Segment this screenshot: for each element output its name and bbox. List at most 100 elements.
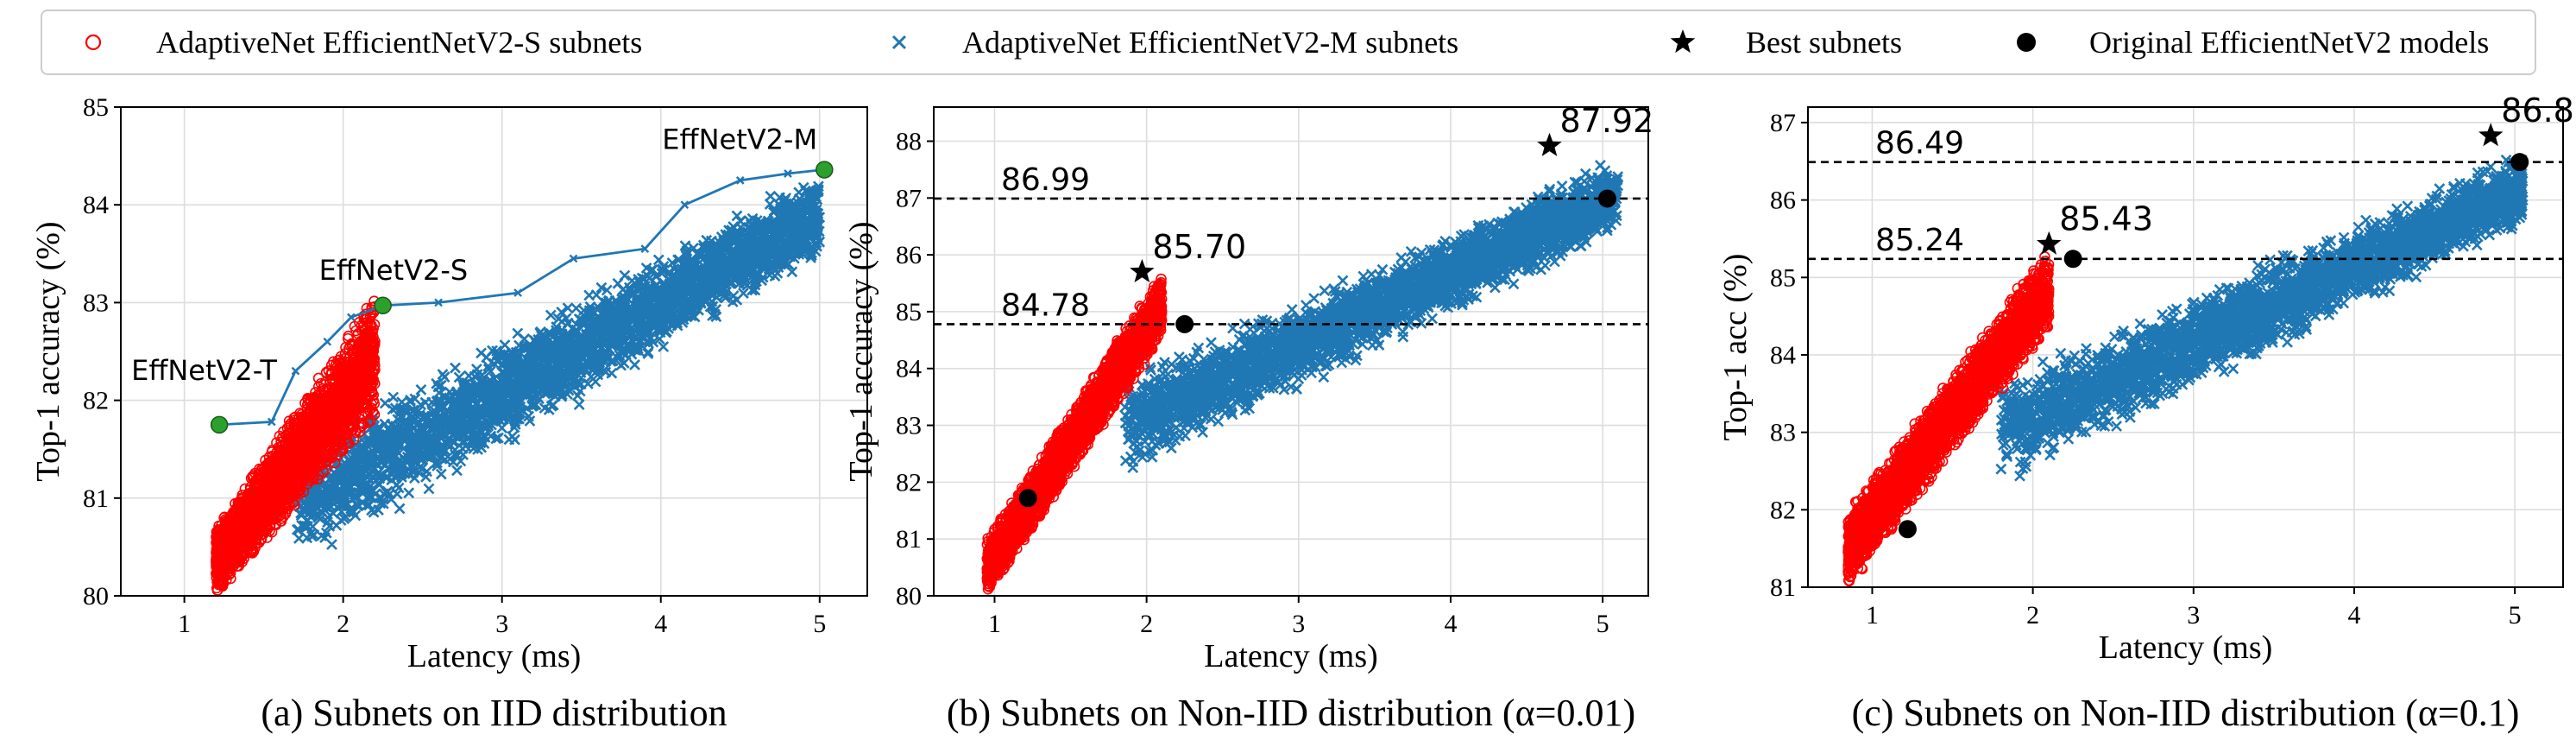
best-subnet-star: [1537, 132, 1562, 156]
original-model-marker: [1597, 189, 1616, 208]
x-tick-label: 2: [2026, 601, 2039, 630]
y-tick-label: 80: [83, 582, 109, 611]
frontier-point: [735, 176, 745, 185]
y-tick-label: 83: [83, 288, 109, 317]
original-model-marker: [816, 161, 834, 179]
x-tick-label: 2: [337, 610, 350, 638]
best-value-label: 86.83: [2501, 92, 2576, 130]
x-tick-label: 3: [2187, 601, 2200, 630]
y-tick-label: 81: [1770, 573, 1796, 602]
original-model-marker: [374, 296, 392, 315]
threshold-label: 86.49: [1875, 126, 1964, 161]
best-value-label: 85.70: [1152, 228, 1246, 266]
y-tick-label: 83: [1770, 419, 1796, 447]
best-subnet-star: [1130, 258, 1155, 282]
s-subnet-markers: [211, 295, 381, 596]
y-tick-label: 82: [896, 468, 922, 497]
y-axis-label: Top-1 acc (%): [1717, 254, 1754, 441]
model-label: EffNetV2-T: [131, 354, 277, 387]
legend-label: AdaptiveNet EfficientNetV2-S subnets: [156, 25, 642, 60]
model-label: EffNetV2-S: [319, 254, 469, 287]
m-subnet-markers: [290, 180, 826, 550]
y-tick-label: 81: [896, 525, 922, 554]
axes-frame: [933, 106, 1649, 597]
threshold-label: 84.78: [1001, 288, 1090, 323]
x-axis-label: Latency (ms): [407, 638, 582, 674]
series-efficientnetv2-m-subnets: [1119, 159, 1624, 474]
y-tick-label: 88: [896, 127, 922, 155]
x-tick-label: 1: [988, 610, 1001, 638]
panel-caption: (b) Subnets on Non-IID distribution (α=0…: [947, 692, 1635, 734]
original-model-marker: [1175, 314, 1194, 333]
open-circle-icon: [85, 34, 102, 51]
legend-item: AdaptiveNet EfficientNetV2-M subnets: [891, 25, 1458, 60]
original-model-marker: [210, 415, 229, 434]
y-axis-label: Top-1 accuracy (%): [30, 221, 66, 481]
x-axis-label: Latency (ms): [2099, 630, 2273, 666]
threshold-label: 86.99: [1001, 162, 1090, 198]
x-tick-label: 4: [2347, 601, 2360, 630]
x-tick-label: 1: [178, 610, 191, 638]
threshold-label: 85.24: [1875, 223, 1964, 258]
series-efficientnetv2-s-subnets: [1842, 251, 2055, 587]
x-tick-label: 2: [1140, 610, 1153, 638]
model-label: EffNetV2-M: [662, 123, 817, 155]
y-tick-label: 85: [83, 93, 109, 122]
y-tick-label: 87: [1770, 109, 1796, 137]
m-subnet-markers: [1119, 159, 1624, 474]
x-tick-label: 3: [1292, 610, 1305, 638]
x-axis-label: Latency (ms): [1204, 638, 1378, 674]
y-tick-label: 84: [1770, 341, 1796, 370]
best-value-label: 85.43: [2059, 200, 2153, 238]
y-tick-label: 84: [896, 355, 922, 383]
x-tick-label: 5: [813, 610, 826, 638]
series-efficientnetv2-s-subnets: [211, 295, 381, 596]
frontier-point: [640, 244, 650, 253]
x-tick-label: 5: [1597, 610, 1609, 638]
legend-item: Original EfficientNetV2 models: [2017, 25, 2489, 60]
frontier-point: [267, 417, 276, 427]
frontier-point: [323, 337, 332, 346]
original-model-marker: [1898, 520, 1917, 539]
legend-label: Original EfficientNetV2 models: [2089, 25, 2489, 60]
legend: AdaptiveNet EfficientNetV2-S subnets Adap…: [41, 9, 2536, 75]
y-tick-label: 84: [83, 191, 109, 219]
filled-circle-icon: [2017, 33, 2036, 52]
legend-label: AdaptiveNet EfficientNetV2-M subnets: [962, 25, 1458, 60]
series-efficientnetv2-s-subnets: [981, 273, 1168, 595]
panel-caption: (a) Subnets on IID distribution: [261, 692, 727, 734]
legend-frame: [41, 9, 2536, 75]
chart-panel: 86.99 84.78 85.70 87.92 1 2 3 4 5 80 81 82 83 84 85 86 8…: [843, 102, 1653, 734]
chart-panel: 86.49 85.24 85.43 86.83 1 2 3 4 5 81 82 83 84 85 86 87 L…: [1717, 92, 2576, 734]
s-subnet-markers: [981, 273, 1168, 595]
y-tick-label: 82: [83, 387, 109, 415]
x-icon: [891, 35, 907, 50]
y-tick-label: 80: [896, 582, 922, 611]
frontier-point: [347, 313, 356, 322]
frontier-point: [291, 366, 300, 376]
x-tick-label: 3: [495, 610, 508, 638]
y-tick-label: 86: [1770, 187, 1796, 215]
frontier-point: [569, 254, 578, 263]
x-tick-label: 4: [654, 610, 667, 638]
frontier-point: [680, 200, 690, 210]
original-model-marker: [2510, 153, 2529, 172]
best-value-label: 87.92: [1559, 102, 1653, 140]
x-tick-label: 4: [1444, 610, 1457, 638]
y-axis-label: Top-1 accuracy (%): [843, 221, 879, 481]
frontier-point: [434, 298, 443, 307]
legend-label: Best subnets: [1746, 25, 1902, 60]
y-tick-label: 82: [1770, 496, 1796, 524]
series-efficientnetv2-m-subnets: [290, 180, 826, 550]
original-model-marker: [2063, 250, 2082, 269]
series-efficientnetv2-m-subnets: [1995, 154, 2529, 482]
frontier-point: [784, 169, 792, 178]
m-subnet-markers: [1995, 154, 2529, 482]
y-tick-label: 85: [896, 298, 922, 326]
legend-item: AdaptiveNet EfficientNetV2-S subnets: [85, 25, 642, 60]
y-tick-label: 83: [896, 412, 922, 440]
pareto-frontier-line: [219, 168, 825, 427]
y-tick-label: 87: [896, 184, 922, 212]
axes-frame: [120, 106, 868, 597]
